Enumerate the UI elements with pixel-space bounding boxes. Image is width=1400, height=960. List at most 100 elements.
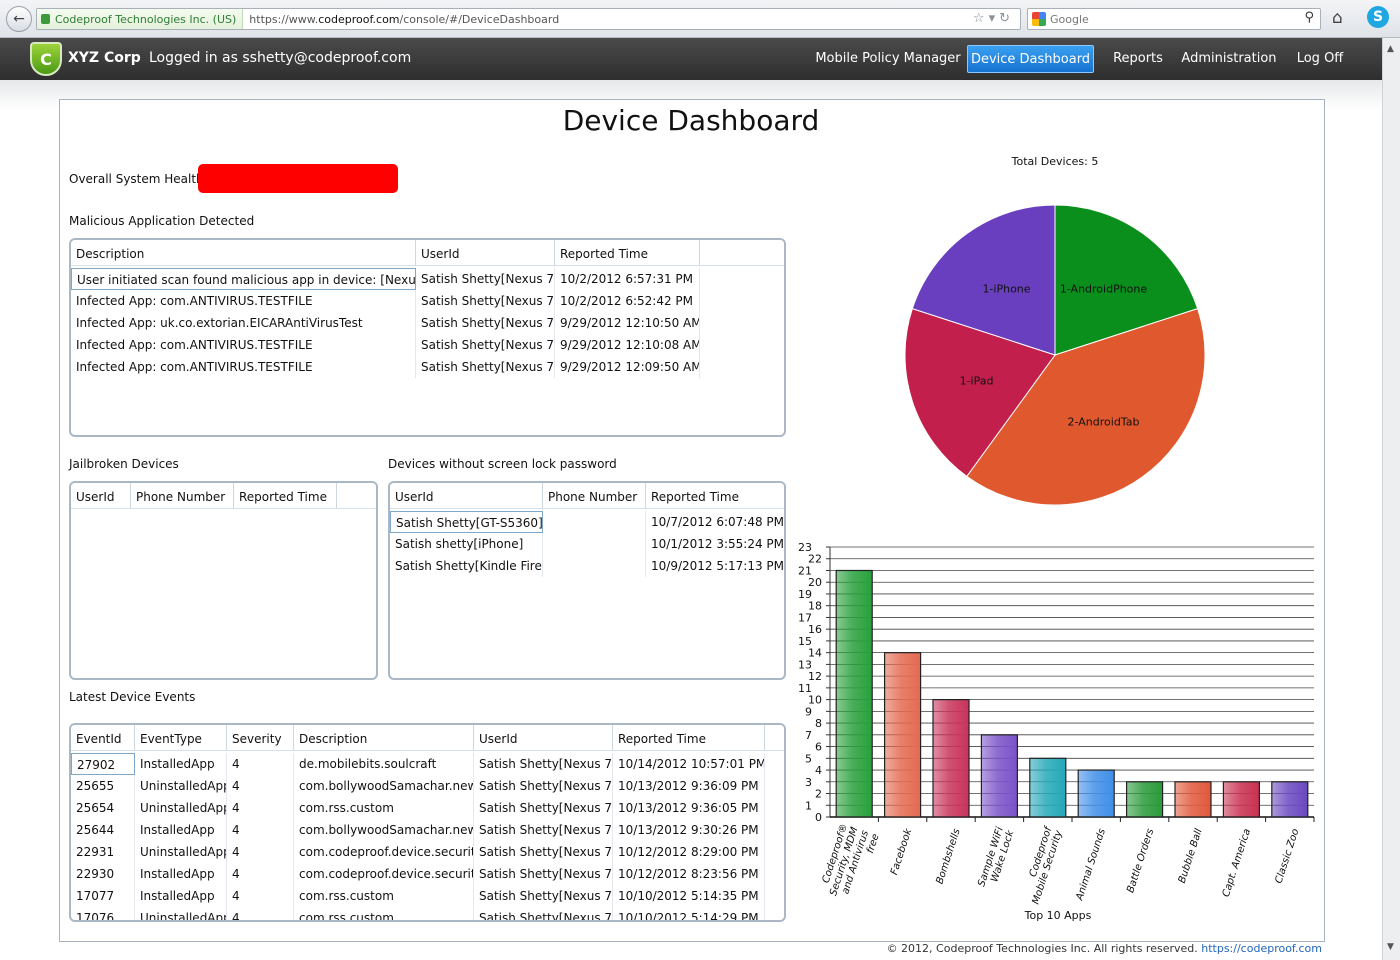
pie-slice xyxy=(1054,204,1199,356)
table-cell: 9/29/2012 12:10:08 AM xyxy=(555,334,700,356)
table-row[interactable]: Infected App: uk.co.extorian.EICARAntiVi… xyxy=(71,312,784,334)
col-severity[interactable]: Severity xyxy=(227,725,294,751)
table-cell: Satish Shetty[Nexus 7] xyxy=(474,775,613,797)
search-input[interactable]: Google ⚲ xyxy=(1027,8,1321,30)
col-reported-time[interactable]: Reported Time xyxy=(651,490,739,504)
url-text[interactable]: https://www.codeproof.com/console/#/Devi… xyxy=(249,12,560,26)
col-description[interactable]: Description xyxy=(71,240,416,266)
table-row[interactable]: 22931 UninstalledApp 4 com.codeproof.device… xyxy=(71,841,784,863)
table-row[interactable]: 25654 UninstalledApp 4 com.rss.custom Satish… xyxy=(71,797,784,819)
table-row[interactable]: Infected App: com.ANTIVIRUS.TESTFILE Sati… xyxy=(71,290,784,312)
col-userid[interactable]: UserId xyxy=(71,483,131,509)
nav-administration[interactable]: Administration xyxy=(1181,51,1277,66)
bar xyxy=(1271,781,1309,818)
table-cell: Infected App: com.ANTIVIRUS.TESTFILE xyxy=(71,334,416,356)
scroll-down-icon[interactable]: ▼ xyxy=(1387,942,1394,952)
table-row[interactable]: 22930 InstalledApp 4 com.codeproof.device.s… xyxy=(71,863,784,885)
y-tick-label: 14 xyxy=(808,647,822,660)
pie-slice-label: 1-iPad xyxy=(960,374,994,387)
y-tick-label: 10 xyxy=(808,694,822,707)
x-tick-label-line: Bubble Ball xyxy=(1177,827,1205,884)
x-tick-label: Codeproof®Security, MDMand Antivirusfree xyxy=(818,822,882,904)
table-cell: UninstalledApp xyxy=(135,797,227,819)
table-cell: UninstalledApp xyxy=(135,841,227,863)
nav-mobile-policy-manager[interactable]: Mobile Policy Manager xyxy=(815,51,961,66)
y-tick-label: 1 xyxy=(805,799,812,812)
scroll-up-icon[interactable]: ▲ xyxy=(1387,44,1394,54)
bookmark-star-icon[interactable]: ☆▾↻ xyxy=(972,11,1014,26)
table-cell: Satish Shetty[Nexus 7] xyxy=(416,334,555,356)
pie-slice xyxy=(904,308,1056,478)
pie-slice xyxy=(966,308,1206,506)
x-tick-label: Bubble Ball xyxy=(1177,827,1205,884)
bar xyxy=(932,699,970,818)
address-bar[interactable]: Codeproof Technologies Inc. (US) https:/… xyxy=(36,8,1021,30)
x-tick-label: CodeproofMobile Security xyxy=(1020,824,1065,905)
y-tick-label: 18 xyxy=(808,600,822,613)
footer-link[interactable]: https://codeproof.com xyxy=(1201,942,1322,955)
x-axis-label: Top 10 Apps xyxy=(1024,909,1092,922)
y-tick-label: 7 xyxy=(805,729,812,742)
table-cell: 4 xyxy=(227,863,294,885)
table-row[interactable]: 25655 UninstalledApp 4 com.bollywoodSamacha… xyxy=(71,775,784,797)
app-header: C XYZ Corp Logged in as sshetty@codeproo… xyxy=(0,38,1382,80)
page-scrollbar[interactable]: ▲ ▼ xyxy=(1382,38,1400,960)
table-cell: Satish Shetty[GT-S5360] xyxy=(390,511,543,533)
col-userid[interactable]: UserId xyxy=(390,483,543,509)
table-row[interactable]: 25644 InstalledApp 4 com.bollywoodSamachar.… xyxy=(71,819,784,841)
table-row[interactable]: User initiated scan found malicious app … xyxy=(71,268,784,290)
y-tick-label: 22 xyxy=(808,553,822,566)
table-cell: com.bollywoodSamachar.news xyxy=(294,775,474,797)
y-tick-label: 9 xyxy=(805,705,812,718)
col-userid[interactable]: UserId xyxy=(474,725,613,751)
malicious-grid: Description UserId Reported Time User in… xyxy=(69,238,786,437)
table-row[interactable]: 17077 InstalledApp 4 com.rss.custom Satish S… xyxy=(71,885,784,907)
table-row[interactable]: Satish Shetty[Kindle Fire] 10/9/2012 5:17… xyxy=(390,555,784,577)
col-reported-time[interactable]: Reported Time xyxy=(613,725,765,751)
table-cell: Satish Shetty[Nexus 7] xyxy=(474,841,613,863)
col-userid[interactable]: UserId xyxy=(416,240,555,266)
table-cell: 10/7/2012 6:07:48 PM xyxy=(646,511,784,533)
back-button[interactable]: ← xyxy=(6,6,32,32)
table-cell: 17077 xyxy=(71,885,135,907)
google-icon[interactable] xyxy=(1032,12,1046,26)
col-eventid[interactable]: EventId xyxy=(71,725,135,751)
table-row[interactable]: 17076 UninstalledApp 4 com.rss.custom Satish… xyxy=(71,907,784,920)
table-row[interactable]: Infected App: com.ANTIVIRUS.TESTFILE Sati… xyxy=(71,356,784,378)
col-reported-time[interactable]: Reported Time xyxy=(234,483,337,509)
table-cell: 10/13/2012 9:36:09 PM xyxy=(613,775,765,797)
table-cell: Satish Shetty[Nexus 7] xyxy=(474,819,613,841)
home-icon[interactable]: ⌂ xyxy=(1332,8,1343,28)
col-description[interactable]: Description xyxy=(294,725,474,751)
bar xyxy=(883,652,922,818)
jailbroken-title: Jailbroken Devices xyxy=(69,457,179,471)
table-row[interactable]: Satish shetty[iPhone] 10/1/2012 3:55:24 P… xyxy=(390,533,784,555)
nav-reports[interactable]: Reports xyxy=(1113,51,1163,66)
table-cell: 25654 xyxy=(71,797,135,819)
table-cell: 10/2/2012 6:52:42 PM xyxy=(555,290,700,312)
grid-header: UserId Phone Number Reported Time xyxy=(71,483,376,509)
table-row[interactable]: Satish Shetty[GT-S5360] 10/7/2012 6:07:48… xyxy=(390,511,784,533)
site-identity[interactable]: Codeproof Technologies Inc. (US) xyxy=(37,9,244,29)
nolock-grid: UserId Phone Number Reported Time Satish… xyxy=(388,481,786,680)
search-icon[interactable]: ⚲ xyxy=(1304,10,1314,25)
table-cell: Satish Shetty[Nexus 7] xyxy=(474,907,613,920)
x-tick-label: Capt. America xyxy=(1221,827,1253,898)
bar xyxy=(1222,781,1260,818)
health-status-indicator xyxy=(198,164,398,193)
col-reported-time[interactable]: Reported Time xyxy=(555,240,700,266)
logo-shield-icon: C xyxy=(30,42,62,76)
col-eventtype[interactable]: EventType xyxy=(135,725,227,751)
x-tick-label-line: Facebook xyxy=(889,826,915,876)
table-row[interactable]: Infected App: com.ANTIVIRUS.TESTFILE Sati… xyxy=(71,334,784,356)
y-tick-label: 5 xyxy=(805,752,812,765)
table-cell: 10/1/2012 3:55:24 PM xyxy=(646,533,784,555)
nav-device-dashboard[interactable]: Device Dashboard xyxy=(967,45,1094,73)
table-row[interactable]: 27902 InstalledApp 4 de.mobilebits.soulcraf… xyxy=(71,753,784,775)
table-cell: InstalledApp xyxy=(135,885,227,907)
table-cell xyxy=(543,533,646,555)
nav-log-off[interactable]: Log Off xyxy=(1296,51,1344,66)
col-phone-number[interactable]: Phone Number xyxy=(131,483,234,509)
col-phone-number[interactable]: Phone Number xyxy=(543,483,646,509)
skype-icon[interactable]: S xyxy=(1367,6,1389,28)
